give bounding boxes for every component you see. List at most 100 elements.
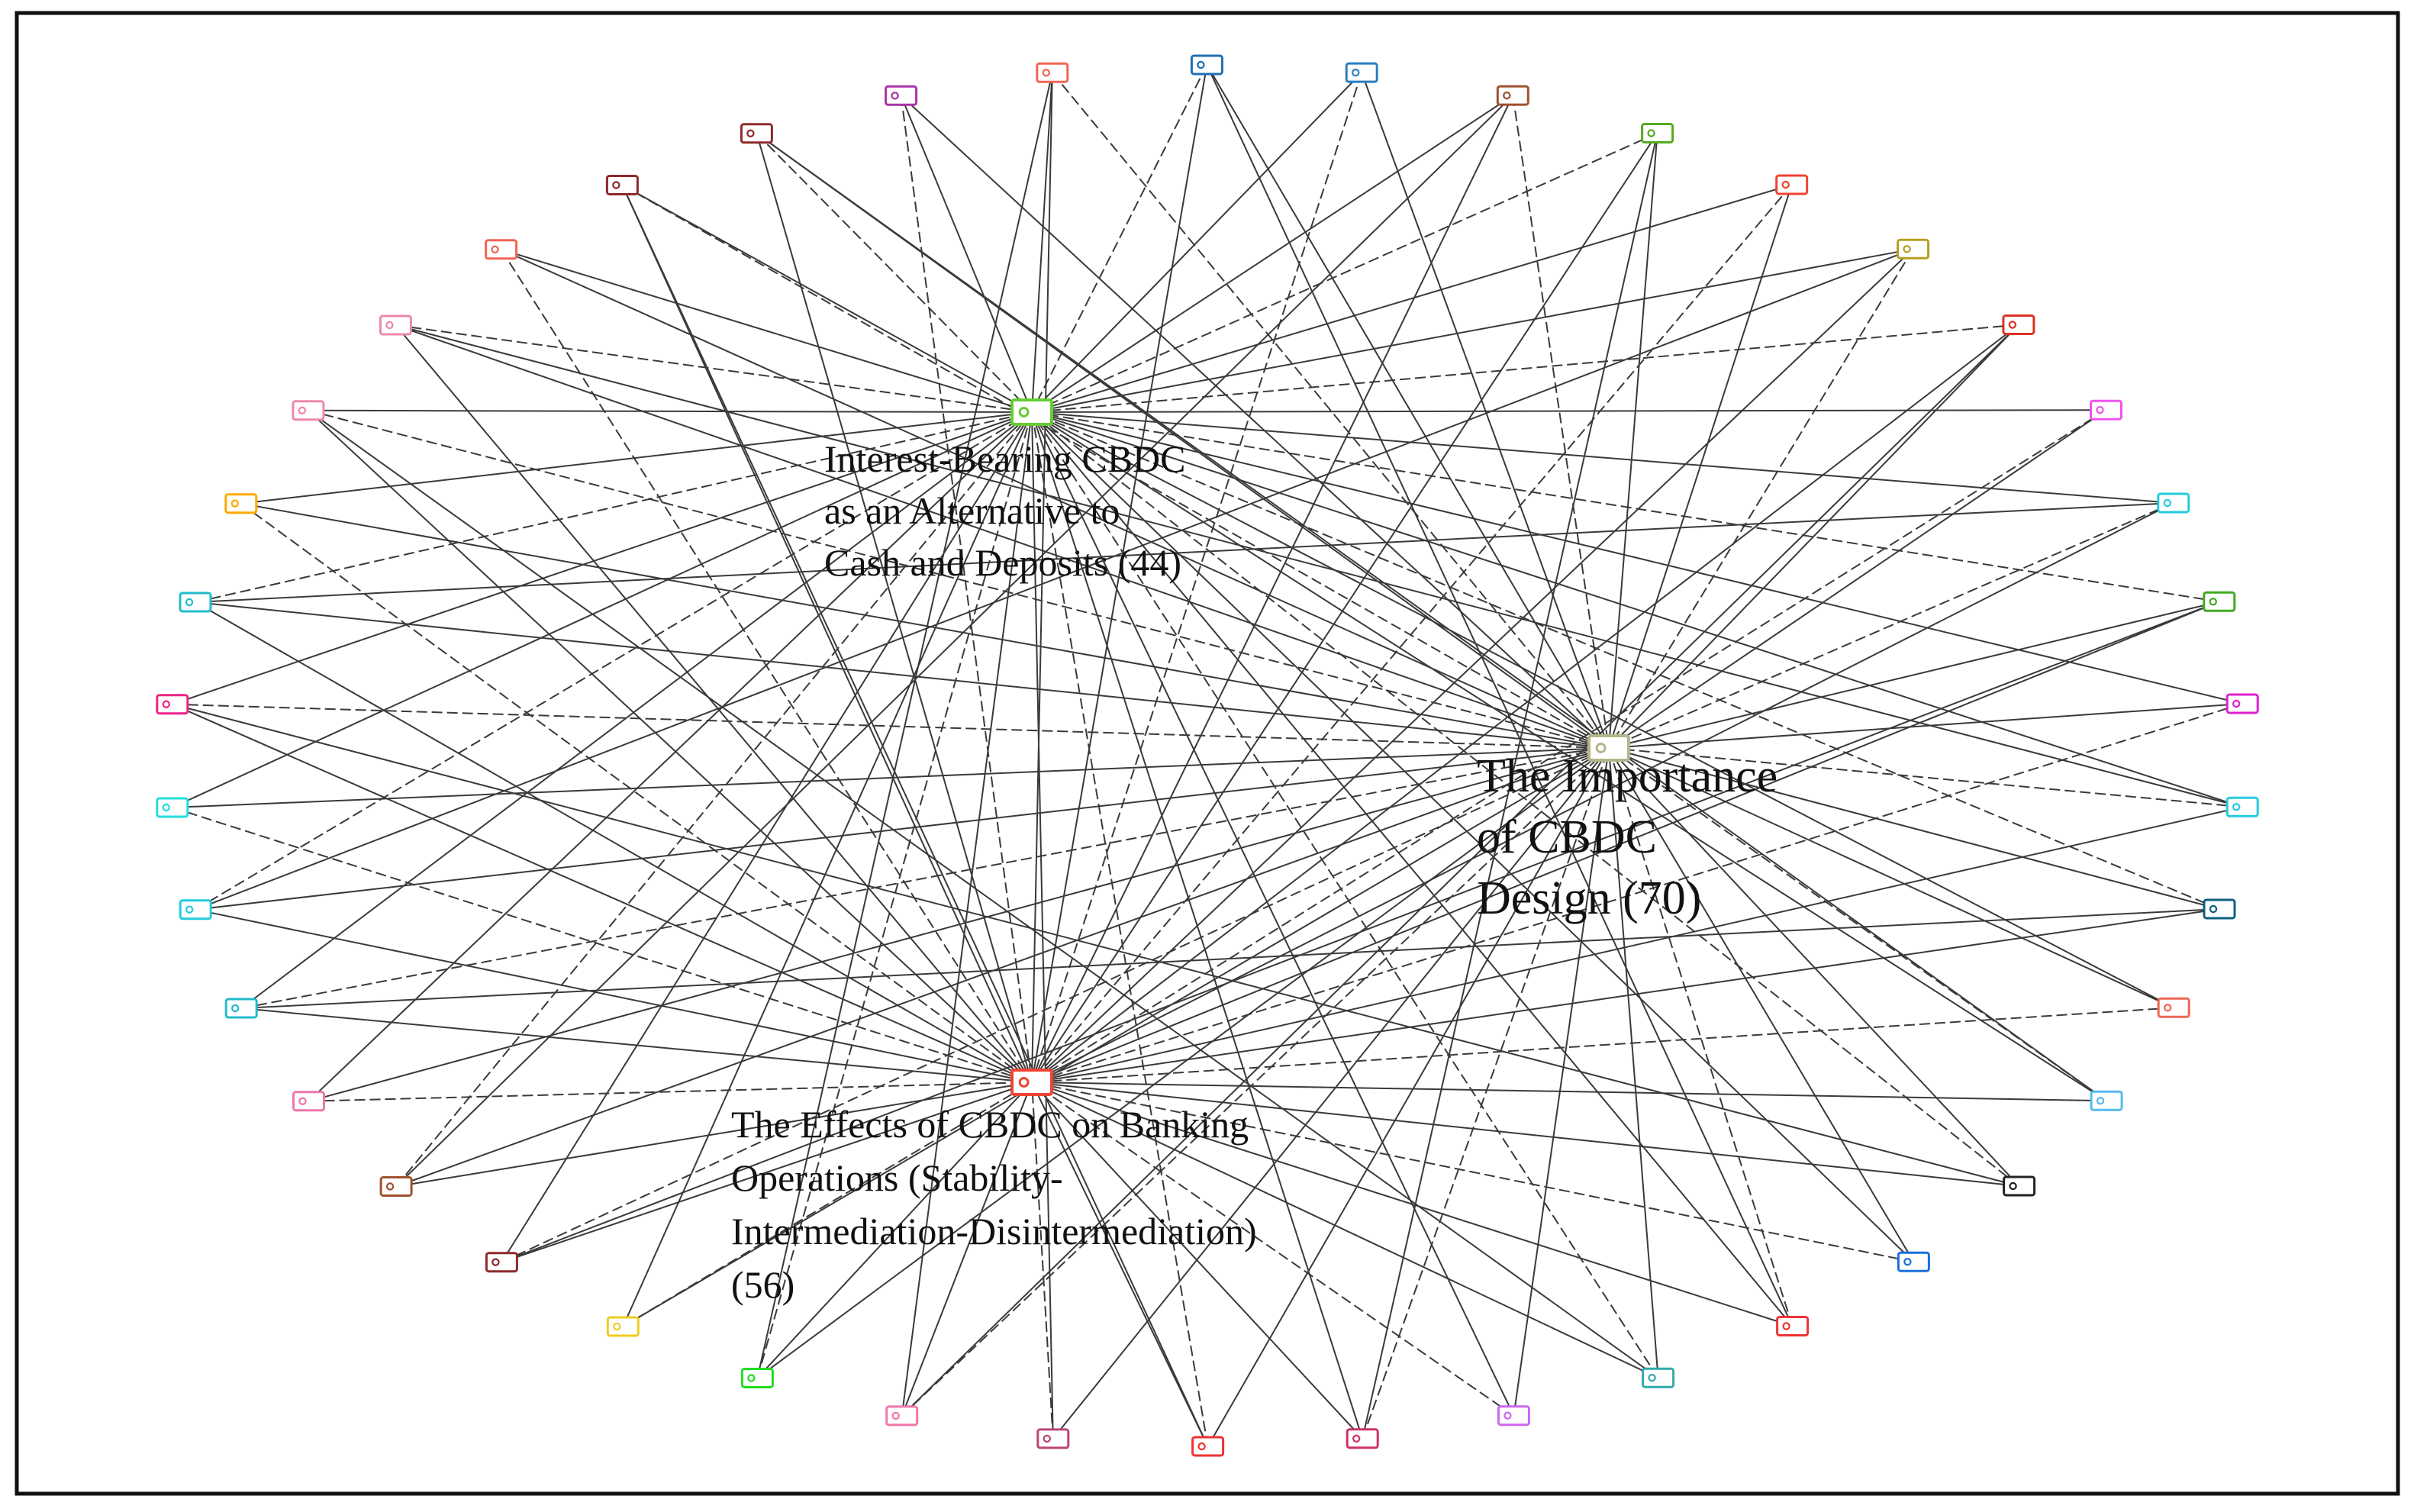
node-5-tag-icon [1496,85,1529,106]
edge-2-to-effects [1031,73,1053,1083]
edge-9-to-interest [1031,324,2019,413]
edge-7-to-effects [1031,184,1793,1083]
node-13-tag-icon [2225,693,2259,714]
node-35-tag-icon [156,694,189,715]
edge-39-to-importance [395,324,1610,749]
node-41-tag-icon [605,175,639,195]
node-19-tag-icon [1897,1251,1930,1272]
hub-label-effects-line-2: Operations (Stability- [731,1156,1063,1199]
edge-15-to-interest [1031,411,2220,910]
node-12-tag-icon [2203,591,2236,612]
edge-1-to-interest [900,95,1033,413]
node-37-tag-icon [224,493,258,514]
hub-importance-tag-icon [1587,734,1630,762]
edge-29-to-effects [501,1082,1033,1263]
node-7-tag-icon [1775,174,1809,195]
edge-4-to-effects [1031,72,1363,1083]
edge-40-to-importance [501,248,1610,749]
edge-41-to-importance [621,184,1610,749]
edge-33-to-importance [195,747,1610,911]
hub-label-effects-line-4: (56) [731,1263,794,1306]
edge-33-to-interest [195,411,1033,911]
node-20-tag-icon [1776,1316,1810,1336]
hub-label-importance-line-3: Design (70) [1477,872,1701,924]
edge-25-to-effects [1031,1082,1054,1439]
edge-2-to-importance [1052,72,1610,749]
cross-edge-18-35 [172,703,2019,1187]
edge-10-to-importance [1608,409,2107,749]
edge-22-to-interest [1031,411,1515,1417]
edge-8-to-interest [1031,248,1913,413]
node-9-tag-icon [2002,314,2035,335]
edge-4-to-interest [1031,72,1362,413]
hub-label-effects-line-3: Intermediation-Disintermediation) [731,1210,1257,1252]
cross-edge-39-14 [395,324,2243,808]
edge-6-to-interest [1031,132,1658,413]
edge-20-to-importance [1608,747,1794,1327]
node-11-tag-icon [2157,492,2190,514]
hub-label-interest: Interest-Bearing CBDC as an Alternative … [824,437,1195,584]
edge-0-to-effects [756,133,1033,1083]
node-27-tag-icon [740,1368,774,1388]
edge-41-to-effects [621,185,1033,1083]
edge-17-to-interest [1031,411,2107,1102]
edge-6-to-effects [1031,132,1658,1083]
edge-1-to-importance [900,95,1610,749]
node-29-tag-icon [485,1252,518,1273]
edge-5-to-interest [1031,95,1513,413]
edge-11-to-interest [1031,411,2174,504]
edge-5-to-effects [1031,95,1514,1083]
edge-30-to-interest [395,411,1033,1188]
edge-8-to-importance [1608,248,1914,749]
edge-15-to-importance [1608,747,2220,910]
edge-23-to-importance [1362,747,1610,1439]
hub-interest-tag-icon [1010,398,1053,426]
edge-38-to-importance [308,409,1610,749]
hub-label-effects-line-1: The Effects of CBDC on Banking [731,1103,1249,1146]
edge-26-to-interest [901,411,1033,1417]
svg-text:The Importance of CBDC: The Importance of CBDC Design (70) [1477,750,1790,924]
edge-6-to-importance [1608,133,1658,749]
cross-edge-6-23 [1362,133,1658,1439]
edge-16-to-importance [1608,747,2174,1009]
svg-text:The Effects of CBDC on Banking: The Effects of CBDC on Banking Operation… [731,1103,1266,1306]
node-24-tag-icon [1191,1436,1225,1457]
edge-35-to-importance [172,703,1610,749]
node-14-tag-icon [2225,796,2259,817]
edge-39-to-effects [395,324,1033,1083]
edge-35-to-effects [172,703,1033,1083]
edge-31-to-importance [308,747,1610,1102]
hub-label-effects: The Effects of CBDC on Banking Operation… [731,1103,1266,1306]
node-34-tag-icon [156,797,189,818]
edge-36-to-importance [195,601,1610,749]
cross-edge-36-11 [195,502,2174,603]
edge-24-to-interest [1031,411,1209,1447]
edge-4-to-importance [1361,72,1610,749]
edge-29-to-importance [501,747,1610,1263]
cross-edge-0-17 [756,132,2107,1102]
edge-21-to-effects [1031,1082,1659,1379]
edge-41-to-interest [621,184,1033,413]
cross-edge-12-29 [501,601,2220,1263]
edge-27-to-importance [756,747,1610,1379]
cross-edge-9-26 [901,324,2019,1417]
node-layer [156,54,2259,1457]
edge-40-to-effects [500,249,1033,1083]
edge-12-to-effects [1031,601,2220,1083]
edge-23-to-interest [1031,411,1364,1439]
node-22-tag-icon [1497,1405,1530,1427]
edge-16-to-effects [1031,1007,2174,1083]
node-3-tag-icon [1190,54,1223,76]
edge-31-to-interest [308,411,1033,1102]
edge-18-to-interest [1031,411,2020,1187]
edge-17-to-effects [1031,1082,2107,1102]
edge-5-to-importance [1512,95,1610,749]
node-8-tag-icon [1897,238,1930,260]
edge-18-to-effects [1031,1082,2019,1187]
edge-10-to-interest [1031,409,2106,413]
node-36-tag-icon [179,592,212,613]
edge-32-to-importance [241,747,1610,1009]
node-26-tag-icon [885,1405,919,1427]
svg-text:Interest-Bearing CBDC as: Interest-Bearing CBDC as an Alternative … [824,437,1195,584]
